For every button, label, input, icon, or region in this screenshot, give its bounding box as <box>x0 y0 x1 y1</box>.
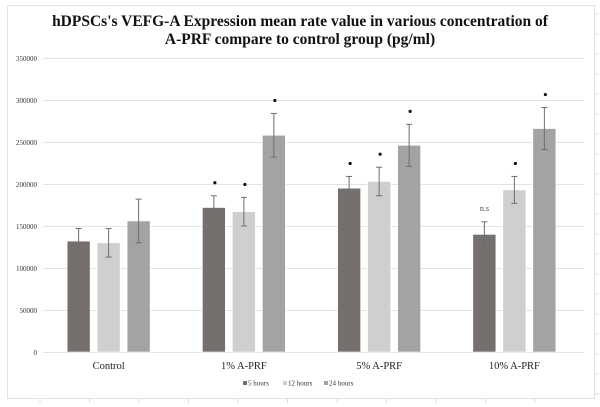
significance-dot <box>243 182 247 187</box>
significance-label: n.s <box>480 204 489 213</box>
significance-dot <box>543 92 547 97</box>
bar <box>96 242 121 353</box>
y-tick-label: 50000 <box>20 307 38 315</box>
significance-dot <box>513 161 517 166</box>
significance-dot <box>408 109 412 113</box>
significance-annotations: n.s <box>213 92 547 213</box>
y-tick-label: 200000 <box>16 181 38 189</box>
bar <box>202 207 226 353</box>
legend-swatch <box>283 381 287 385</box>
x-tick-label: 1% A-PRF <box>221 361 267 372</box>
bar <box>367 181 391 353</box>
bar <box>397 145 421 353</box>
bar <box>232 211 256 353</box>
sheet-gridline-ticks <box>39 13 599 403</box>
bar <box>472 234 497 353</box>
y-tick-label: 0 <box>34 349 38 357</box>
y-tick-label: 150000 <box>16 223 38 231</box>
significance-dot <box>348 161 352 166</box>
bars <box>66 128 557 353</box>
legend-swatch <box>324 381 328 385</box>
y-tick-label: 300000 <box>16 97 38 105</box>
y-axis-tick-labels: 0 50000 100000 150000 200000 250000 300000 3500… <box>16 55 38 357</box>
chart-title-line-2: A-PRF compare to control group (pg/ml) <box>165 31 435 48</box>
significance-dot <box>273 98 277 103</box>
legend-label: 24 hours <box>329 380 354 388</box>
y-tick-label: 100000 <box>16 265 38 273</box>
bar <box>502 189 527 353</box>
significance-dot <box>213 181 217 185</box>
y-tick-label: 350000 <box>16 55 38 63</box>
x-tick-label: Control <box>93 361 125 372</box>
y-tick-label: 250000 <box>16 139 38 147</box>
bar <box>337 187 361 353</box>
bar <box>532 128 557 353</box>
error-bars <box>75 107 548 258</box>
x-tick-label: 5% A-PRF <box>356 361 402 372</box>
legend-label: 5 hours <box>248 380 269 388</box>
x-axis-category-labels: Control 1% A-PRF 5% A-PRF 10% A-PRF <box>93 361 540 372</box>
bar <box>66 240 91 353</box>
x-tick-label: 10% A-PRF <box>489 361 540 372</box>
significance-dot <box>378 152 382 156</box>
legend-swatch <box>243 381 247 385</box>
legend: 5 hours 12 hours 24 hours <box>243 380 354 388</box>
bar <box>262 134 286 353</box>
chart-title-line-1: hDPSCs's VEFG-A Expression mean rate val… <box>52 13 549 30</box>
legend-label: 12 hours <box>288 380 313 388</box>
